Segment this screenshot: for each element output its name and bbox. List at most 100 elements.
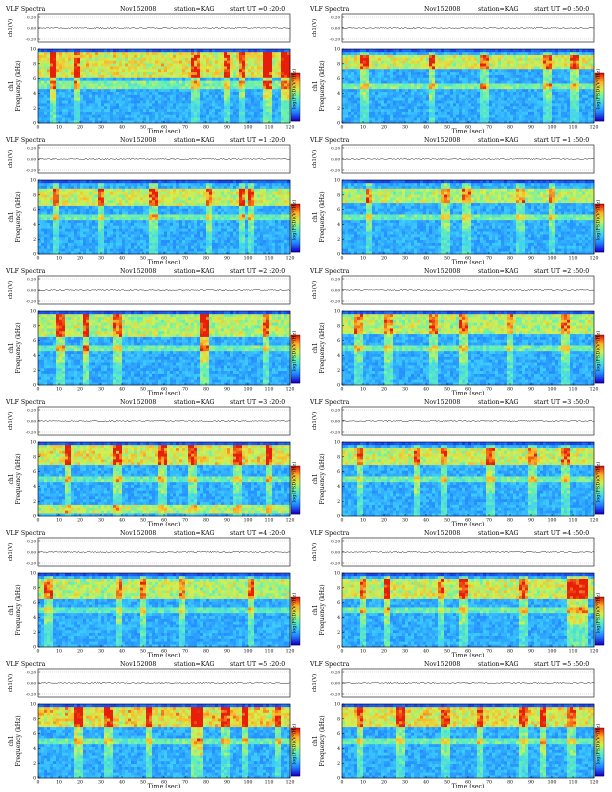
y-tick-label: 2 (33, 106, 36, 112)
heatmap-cell (573, 54, 577, 58)
heatmap-cell (38, 86, 42, 90)
heatmap-cell (194, 88, 198, 92)
heatmap-cell (576, 108, 580, 112)
heatmap-cell (351, 83, 355, 87)
heatmap-cell (354, 103, 358, 107)
heatmap-cell (98, 97, 102, 101)
heatmap-cell (155, 80, 159, 84)
heatmap-cell (432, 108, 436, 112)
heatmap-cell (182, 71, 186, 75)
colorbar-step (595, 77, 604, 80)
heatmap-cell (107, 74, 111, 78)
heatmap-cell (546, 100, 550, 104)
heatmap-cell (41, 49, 45, 53)
heatmap-cell (453, 77, 457, 81)
heatmap-cell (158, 97, 162, 101)
heatmap-cell (411, 100, 415, 104)
heatmap-cell (369, 51, 373, 55)
heatmap-cell (579, 97, 583, 101)
heatmap-cell (399, 77, 403, 81)
heatmap-cell (203, 86, 207, 90)
heatmap-cell (275, 108, 279, 112)
heatmap-cell (408, 108, 412, 112)
heatmap-cell (212, 86, 216, 90)
heatmap-cell (426, 83, 430, 87)
heatmap-cell (251, 94, 255, 98)
heatmap-cell (56, 214, 60, 218)
heatmap-cell (266, 120, 270, 124)
heatmap-cell (429, 71, 433, 75)
heatmap-cell (534, 103, 538, 107)
heatmap-cell (576, 114, 580, 118)
heatmap-cell (414, 57, 418, 61)
heatmap-cell (158, 91, 162, 95)
heatmap-cell (86, 199, 90, 204)
heatmap-cell (44, 191, 48, 195)
heatmap-cell (564, 88, 568, 92)
heatmap-cell (77, 236, 81, 241)
heatmap-cell (525, 66, 529, 70)
heatmap-cell (107, 80, 111, 84)
heatmap-cell (471, 60, 475, 64)
heatmap-cell (152, 51, 156, 55)
heatmap-cell (543, 103, 547, 107)
heatmap-cell (465, 86, 469, 90)
heatmap-cell (351, 97, 355, 101)
x-tick-label: 120 (286, 125, 295, 131)
heatmap-cell (269, 49, 273, 53)
heatmap-cell (381, 108, 385, 112)
heatmap-cell (221, 49, 225, 53)
heatmap-cell (233, 100, 237, 104)
heatmap-cell (77, 242, 81, 246)
heatmap-cell (263, 66, 267, 70)
heatmap-cell (254, 66, 258, 70)
heatmap-cell (534, 105, 538, 110)
heatmap-cell (236, 49, 240, 53)
heatmap-cell (41, 248, 45, 252)
heatmap-cell (38, 105, 42, 110)
heatmap-cell (561, 91, 565, 95)
heatmap-cell (86, 239, 90, 243)
heatmap-cell (149, 108, 153, 112)
heatmap-cell (495, 91, 499, 95)
heatmap-cell (396, 63, 400, 67)
heatmap-cell (218, 83, 222, 87)
heatmap-cell (230, 120, 234, 124)
heatmap-cell (137, 114, 141, 118)
heatmap-cell (281, 88, 285, 92)
heatmap-cell (516, 105, 520, 110)
heatmap-cell (522, 120, 526, 124)
heatmap-cell (152, 68, 156, 73)
heatmap-cell (107, 60, 111, 64)
heatmap-cell (167, 105, 171, 110)
heatmap-cell (206, 105, 210, 110)
heatmap-cell (591, 57, 595, 61)
heatmap-cell (570, 80, 574, 84)
heatmap-cell (405, 80, 409, 84)
heatmap-cell (480, 63, 484, 67)
heatmap-cell (468, 91, 472, 95)
heatmap-cell (537, 60, 541, 64)
heatmap-cell (522, 77, 526, 81)
heatmap-cell (366, 60, 370, 64)
heatmap-cell (588, 105, 592, 110)
heatmap-cell (101, 71, 105, 75)
heatmap-cell (525, 63, 529, 67)
heatmap-cell (44, 197, 48, 201)
heatmap-cell (149, 77, 153, 81)
heatmap-cell (417, 77, 421, 81)
heatmap-cell (98, 105, 102, 110)
heatmap-cell (218, 66, 222, 70)
heatmap-cell (56, 117, 60, 121)
heatmap-cell (80, 66, 84, 70)
heatmap-cell (221, 91, 225, 95)
heatmap-cell (272, 86, 276, 90)
heatmap-cell (140, 80, 144, 84)
heatmap-cell (537, 114, 541, 118)
heatmap-cell (441, 108, 445, 112)
heatmap-cell (95, 57, 99, 61)
heatmap-cell (191, 51, 195, 55)
heatmap-cell (393, 77, 397, 81)
x-tick-label: 20 (381, 125, 387, 131)
heatmap-cell (77, 66, 81, 70)
